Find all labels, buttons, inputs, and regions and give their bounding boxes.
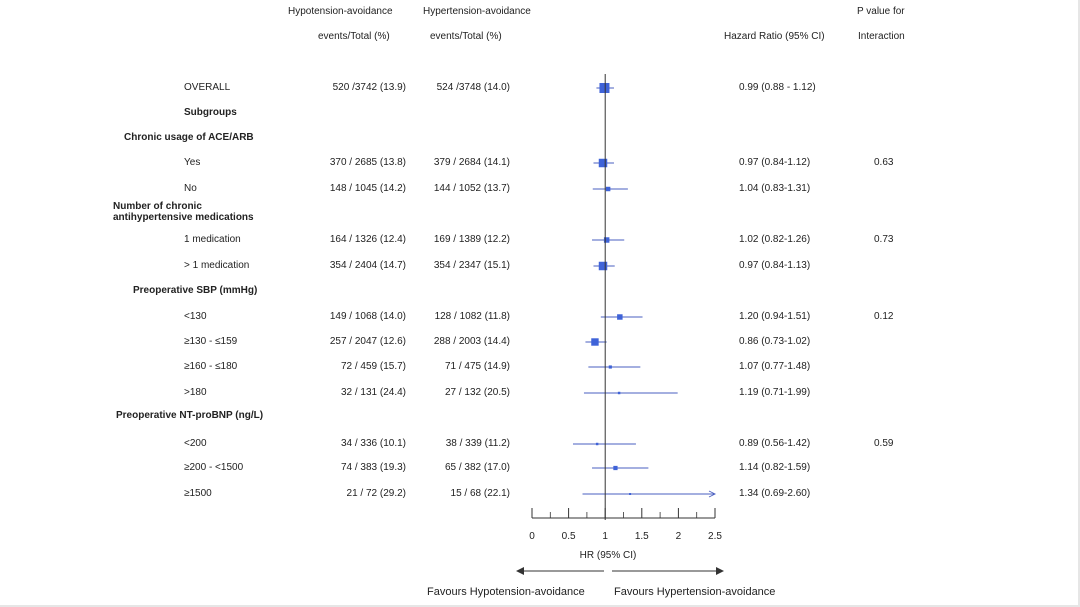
- favours-right-arrowhead: [716, 567, 724, 575]
- point-estimate-marker: [591, 338, 599, 346]
- row-group2-value: 169 / 1389 (12.2): [433, 234, 510, 245]
- header-group1-title: Hypotension-avoidance: [288, 6, 393, 17]
- header-group2-subtitle: events/Total (%): [430, 31, 502, 42]
- subgroup-header-line2: antihypertensive medications: [113, 212, 254, 223]
- favours-left-arrowhead: [516, 567, 524, 575]
- row-hazard-ratio: 1.07 (0.77-1.48): [739, 361, 811, 372]
- point-estimate-marker: [598, 261, 608, 271]
- header-group1-subtitle: events/Total (%): [318, 31, 390, 42]
- point-estimate-marker: [599, 83, 610, 93]
- row-label: > 1 medication: [184, 260, 250, 271]
- row-group1-value: 164 / 1326 (12.4): [329, 234, 406, 245]
- point-estimate-marker: [617, 314, 623, 320]
- point-estimate-marker: [605, 186, 611, 192]
- row-group2-value: 354 / 2347 (15.1): [433, 260, 510, 271]
- row-group1-value: 354 / 2404 (14.7): [329, 260, 406, 271]
- row-group2-value: 38 / 339 (11.2): [445, 438, 510, 449]
- row-label: Yes: [184, 157, 201, 168]
- x-axis-tick-label: 1.5: [635, 531, 649, 542]
- point-estimate-marker: [608, 365, 612, 369]
- row-group1-value: 257 / 2047 (12.6): [329, 336, 406, 347]
- row-group2-value: 65 / 382 (17.0): [444, 462, 510, 473]
- row-group1-value: 520 /3742 (13.9): [332, 82, 406, 93]
- x-axis-label: HR (95% CI): [579, 550, 637, 561]
- row-group1-value: 21 / 72 (29.2): [346, 488, 406, 499]
- row-hazard-ratio: 1.19 (0.71-1.99): [739, 387, 811, 398]
- subgroup-header: Chronic usage of ACE/ARB: [124, 132, 254, 143]
- row-hazard-ratio: 0.99 (0.88 - 1.12): [739, 82, 816, 93]
- row-label: ≥200 - <1500: [184, 462, 244, 473]
- point-estimate-marker: [629, 493, 632, 495]
- header-group2-title: Hypertension-avoidance: [423, 6, 531, 17]
- row-group2-value: 128 / 1082 (11.8): [434, 311, 510, 322]
- subgroup-header: Number of chronic: [113, 201, 202, 212]
- row-label: 1 medication: [184, 234, 241, 245]
- row-label: No: [184, 183, 197, 194]
- row-group1-value: 34 / 336 (10.1): [340, 438, 406, 449]
- row-group2-value: 379 / 2684 (14.1): [433, 157, 510, 168]
- row-hazard-ratio: 1.20 (0.94-1.51): [739, 311, 811, 322]
- point-estimate-marker: [598, 158, 608, 168]
- row-group2-value: 71 / 475 (14.9): [444, 361, 510, 372]
- point-estimate-marker: [595, 442, 599, 446]
- row-label: ≥130 - ≤159: [184, 336, 238, 347]
- row-group1-value: 72 / 459 (15.7): [340, 361, 406, 372]
- favours-right-label: Favours Hypertension-avoidance: [614, 586, 776, 598]
- row-label: >180: [184, 387, 207, 398]
- row-hazard-ratio: 0.86 (0.73-1.02): [739, 336, 811, 347]
- row-p-value: 0.63: [874, 157, 894, 168]
- row-label: OVERALL: [184, 82, 231, 93]
- row-hazard-ratio: 0.97 (0.84-1.13): [739, 260, 811, 271]
- row-group2-value: 27 / 132 (20.5): [444, 387, 510, 398]
- row-label: ≥160 - ≤180: [184, 361, 238, 372]
- header-hazard-ratio: Hazard Ratio (95% CI): [724, 31, 825, 42]
- row-p-value: 0.59: [874, 438, 894, 449]
- x-axis-tick-label: 2: [676, 531, 682, 542]
- subgroup-header: Subgroups: [184, 107, 237, 118]
- row-group2-value: 144 / 1052 (13.7): [433, 183, 510, 194]
- row-label: <200: [184, 438, 207, 449]
- x-axis-tick-label: 0: [529, 531, 535, 542]
- row-hazard-ratio: 0.89 (0.56-1.42): [739, 438, 811, 449]
- row-group2-value: 524 /3748 (14.0): [436, 82, 510, 93]
- point-estimate-marker: [617, 391, 621, 395]
- row-hazard-ratio: 1.02 (0.82-1.26): [739, 234, 811, 245]
- row-group2-value: 288 / 2003 (14.4): [433, 336, 510, 347]
- header-interaction: Interaction: [858, 31, 905, 42]
- subgroup-header: Preoperative NT-proBNP (ng/L): [116, 410, 264, 421]
- row-label: <130: [184, 311, 207, 322]
- x-axis-tick-label: 1: [602, 531, 608, 542]
- row-hazard-ratio: 1.04 (0.83-1.31): [739, 183, 811, 194]
- x-axis-tick-label: 2.5: [708, 531, 722, 542]
- row-hazard-ratio: 1.34 (0.69-2.60): [739, 488, 811, 499]
- header-p-value: P value for: [857, 6, 905, 17]
- row-p-value: 0.12: [874, 311, 894, 322]
- row-group1-value: 32 / 131 (24.4): [340, 387, 406, 398]
- row-group1-value: 149 / 1068 (14.0): [329, 311, 406, 322]
- row-hazard-ratio: 1.14 (0.82-1.59): [739, 462, 811, 473]
- point-estimate-marker: [613, 465, 618, 471]
- subgroup-header: Preoperative SBP (mmHg): [133, 285, 258, 296]
- row-group1-value: 148 / 1045 (14.2): [329, 183, 406, 194]
- row-label: ≥1500: [184, 488, 212, 499]
- row-group1-value: 74 / 383 (19.3): [340, 462, 406, 473]
- favours-left-label: Favours Hypotension-avoidance: [427, 586, 585, 598]
- row-group2-value: 15 / 68 (22.1): [450, 488, 510, 499]
- row-group1-value: 370 / 2685 (13.8): [329, 157, 406, 168]
- row-p-value: 0.73: [874, 234, 894, 245]
- ci-arrow: [708, 490, 717, 498]
- row-hazard-ratio: 0.97 (0.84-1.12): [739, 157, 811, 168]
- x-axis-tick-label: 0.5: [562, 531, 576, 542]
- point-estimate-marker: [603, 237, 610, 243]
